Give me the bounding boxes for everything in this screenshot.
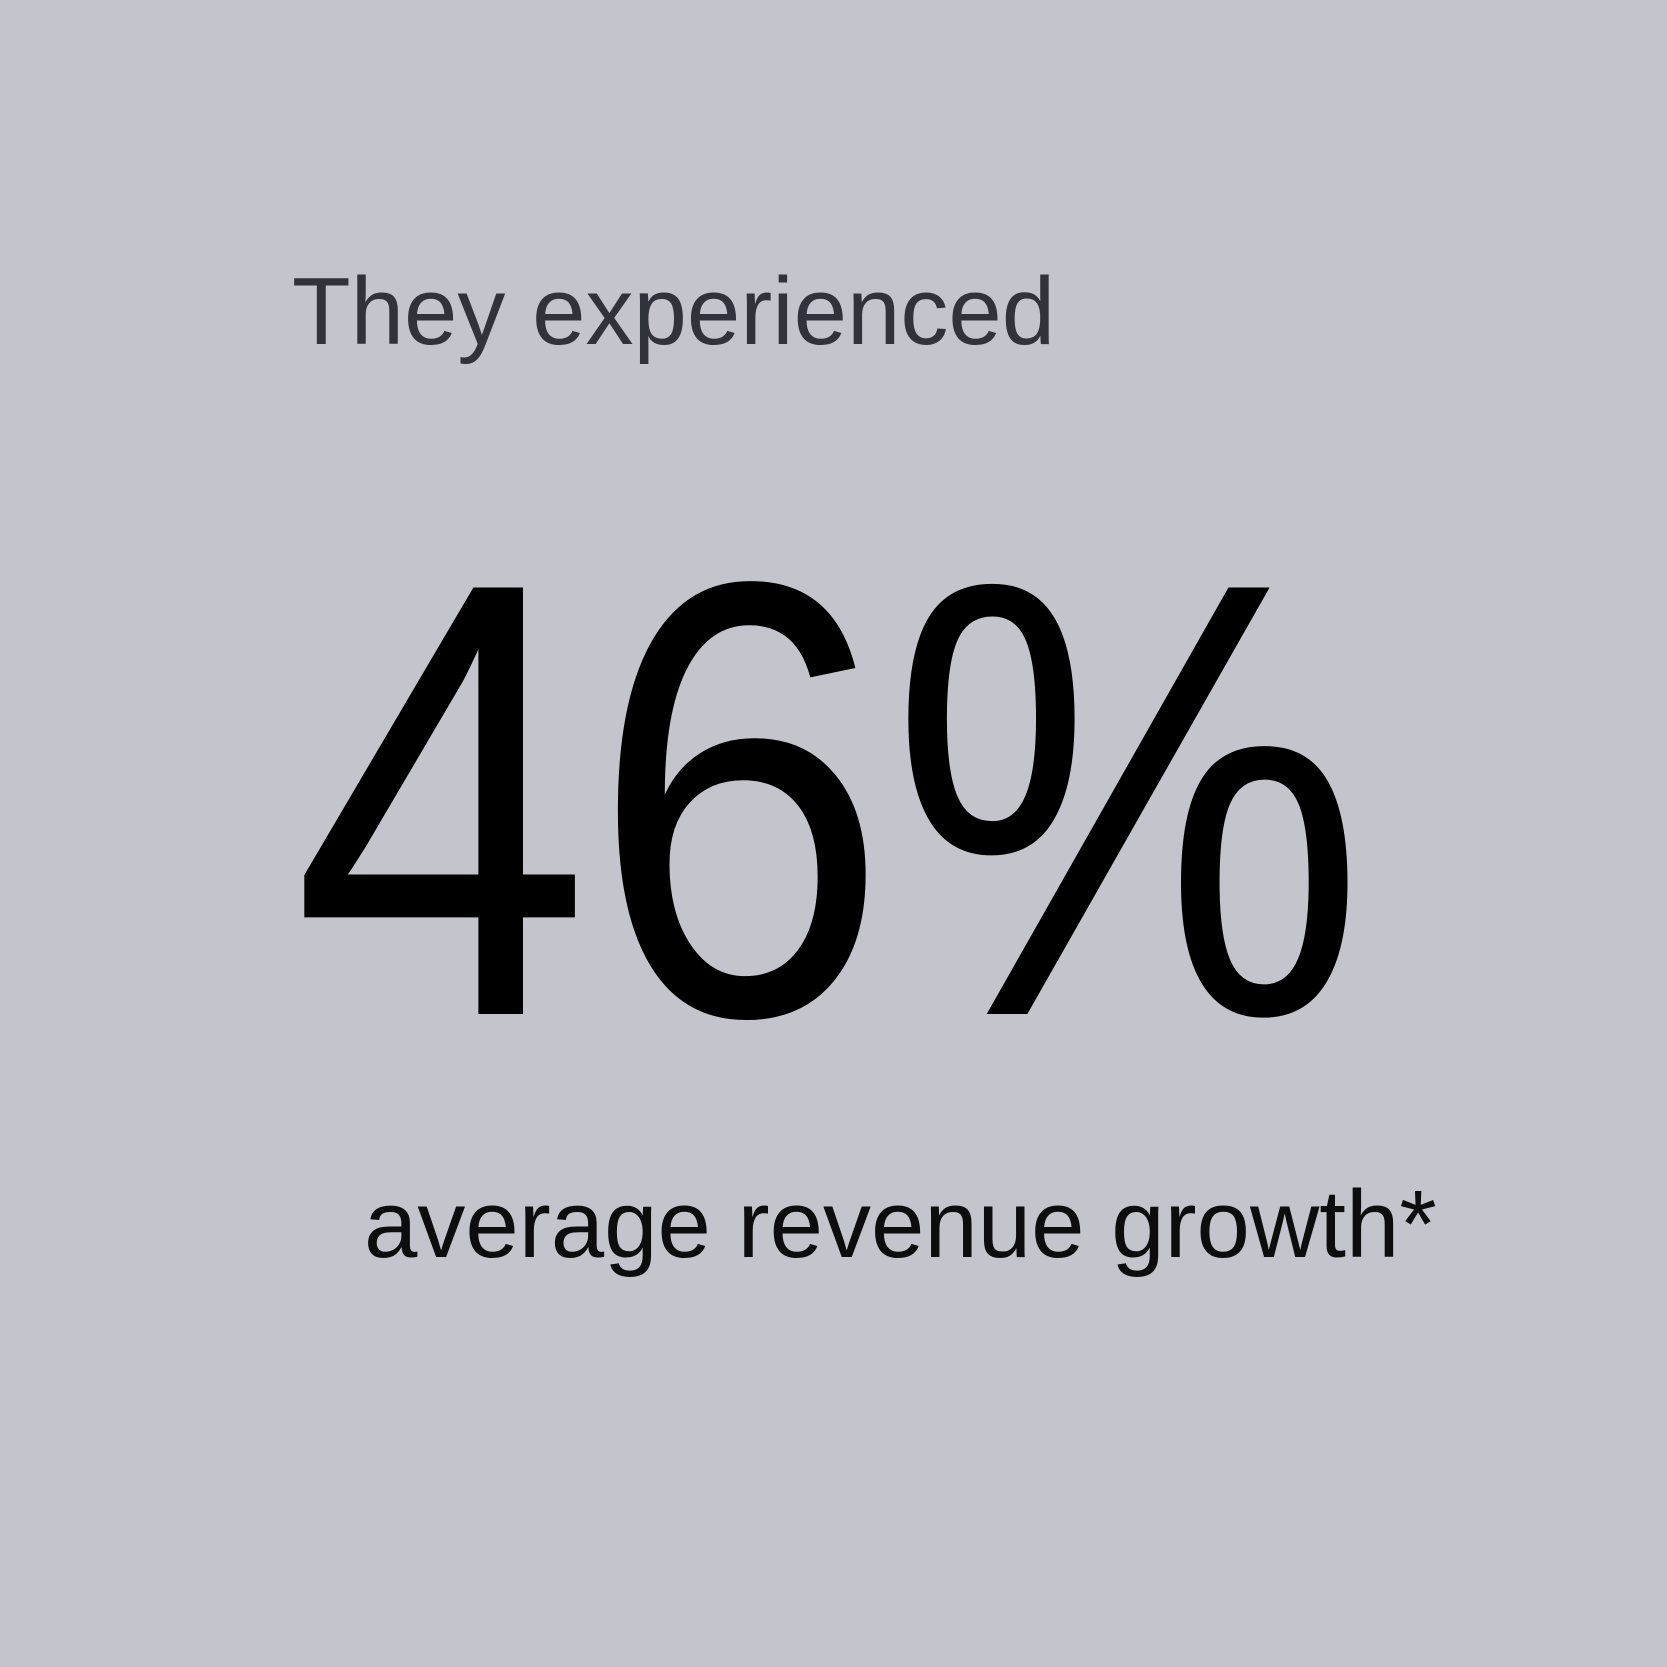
- heading-text: They experienced: [292, 258, 1056, 365]
- stat-value: 46%: [292, 454, 1367, 1146]
- caption-text: average revenue growth*: [364, 1171, 1437, 1278]
